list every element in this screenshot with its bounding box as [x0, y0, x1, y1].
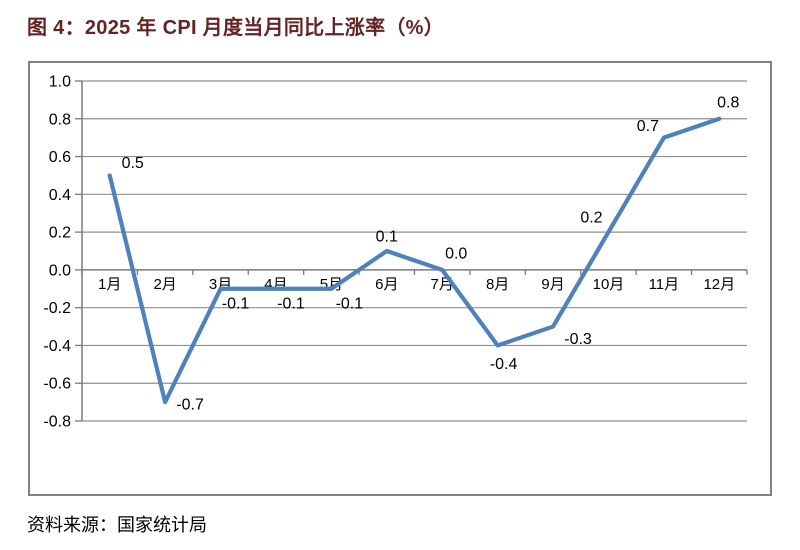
- y-tick-label: 1.0: [49, 74, 71, 91]
- data-label: 0.5: [122, 155, 144, 172]
- data-label: 0.8: [717, 94, 739, 111]
- x-tick-label: 6月: [375, 276, 398, 293]
- x-tick-label: 8月: [486, 276, 509, 293]
- data-label: 0.0: [445, 245, 467, 262]
- cpi-line-chart: 1.00.80.60.40.20.0-0.2-0.4-0.6-0.81月 2月 3月…: [43, 74, 748, 431]
- data-label: -0.7: [176, 397, 204, 414]
- figure-title: 图 4：2025 年 CPI 月度当月同比上涨率（%）: [27, 17, 445, 39]
- data-label: 0.2: [580, 210, 602, 227]
- y-tick-label: 0.0: [49, 262, 71, 279]
- y-tick-label: -0.6: [43, 376, 71, 393]
- x-tick-label: 2月: [153, 276, 176, 293]
- data-label: -0.1: [222, 295, 250, 312]
- y-tick-label: -0.8: [43, 414, 71, 431]
- y-tick-label: 0.4: [49, 187, 71, 204]
- y-tick-label: -0.2: [43, 300, 71, 317]
- x-tick-label: 10月: [593, 276, 625, 293]
- data-label: 0.7: [637, 118, 659, 135]
- data-label: 0.1: [376, 229, 398, 246]
- data-label: -0.4: [490, 356, 518, 373]
- series-line: [107, 116, 722, 405]
- x-tick-label: 1月: [98, 276, 121, 293]
- y-tick-label: -0.4: [43, 338, 71, 355]
- chart-frame: 1.0 0.8 0.6 0.4 0.2 0.0 -0.2 -0.4 -0.6 -0.8 1月 2月 3月…: [28, 61, 772, 496]
- data-label: -0.1: [336, 295, 364, 312]
- data-label: -0.3: [564, 331, 592, 348]
- y-tick-label: 0.6: [49, 149, 71, 166]
- x-tick-label: 9月: [541, 276, 564, 293]
- y-tick-label: 0.8: [49, 111, 71, 128]
- source-note: 资料来源：国家统计局: [27, 515, 207, 535]
- data-label: -0.1: [277, 295, 305, 312]
- x-tick-label: 11月: [649, 276, 680, 293]
- x-tick-label: 12月: [703, 276, 735, 293]
- y-tick-label: 0.2: [49, 225, 71, 242]
